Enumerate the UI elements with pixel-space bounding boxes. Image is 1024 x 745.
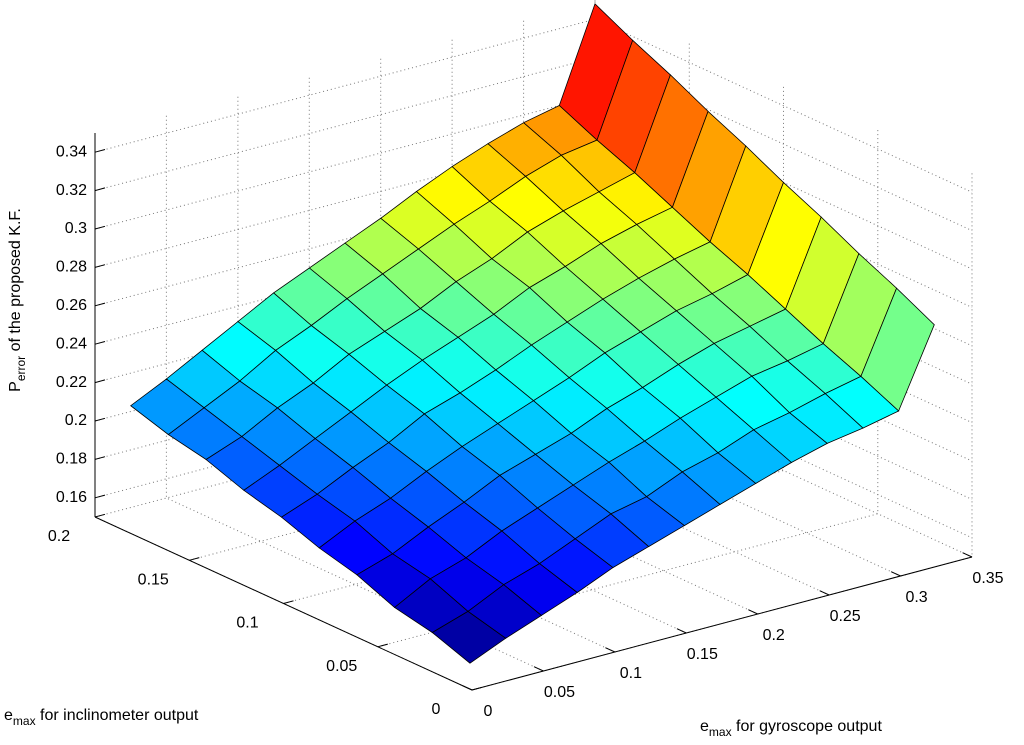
z-tick [94, 494, 106, 499]
z-tick [94, 341, 106, 345]
y-tick [283, 600, 294, 604]
x-label-rest: for gyroscope output [732, 718, 883, 735]
x-tick [819, 590, 830, 596]
y-tick-label: 0.05 [326, 658, 357, 675]
z-tick [94, 456, 106, 460]
x-tick [748, 609, 758, 615]
x-tick-label: 0.35 [972, 570, 1003, 587]
x-tick-label: 0 [484, 703, 493, 720]
x-tick [676, 628, 687, 634]
z-tick-label: 0.32 [56, 182, 87, 199]
z-label-sub: error [14, 356, 28, 381]
y-tick [189, 557, 200, 561]
z-tick-label: 0.16 [56, 489, 87, 506]
grid-line [94, 172, 973, 347]
z-tick-label: 0.22 [56, 374, 87, 391]
x-tick [533, 666, 544, 672]
z-tick [94, 302, 106, 307]
x-tick [890, 571, 901, 577]
x-tick [962, 552, 973, 558]
z-tick [94, 187, 106, 192]
x-tick [462, 685, 473, 691]
z-tick-label: 0.18 [56, 451, 87, 468]
y-label-sub: max [13, 714, 36, 728]
x-tick-label: 0.25 [830, 608, 861, 625]
y-axis-label: emax for inclinometer output [4, 707, 199, 728]
z-tick [94, 379, 106, 384]
y-tick [471, 686, 483, 691]
z-tick-label: 0.3 [65, 220, 87, 237]
grid-line [94, 18, 973, 193]
z-axis-label: Perror of the proposed K.F. [7, 208, 28, 392]
y-tick-label: 0.2 [48, 528, 70, 545]
z-tick-label: 0.26 [56, 297, 87, 314]
y-tick-label: 0.1 [236, 615, 258, 632]
y-label-rest: for inclinometer output [36, 707, 199, 724]
z-tick [94, 264, 106, 268]
surface-patch [431, 610, 507, 664]
y-tick [377, 643, 388, 648]
z-label-rest: of the proposed K.F. [7, 208, 24, 356]
z-tick-label: 0.28 [56, 259, 87, 276]
x-tick [605, 647, 616, 653]
z-label-main: P [7, 381, 24, 392]
x-axis [471, 556, 973, 691]
z-tick-label: 0.34 [56, 143, 87, 160]
x-tick-label: 0.2 [763, 627, 785, 644]
z-tick [94, 225, 106, 230]
grid-line [94, 57, 973, 232]
y-tick [94, 513, 106, 518]
y-tick-label: 0 [432, 701, 441, 718]
grid-line [94, 210, 973, 385]
y-tick-label: 0.15 [138, 571, 169, 588]
z-tick [94, 417, 106, 422]
y-label-main: e [4, 707, 13, 724]
grid-line [94, 133, 973, 308]
z-tick-label: 0.2 [65, 412, 87, 429]
z-tick [94, 149, 106, 153]
x-label-sub: max [709, 725, 732, 739]
x-tick-label: 0.05 [544, 684, 575, 701]
x-axis-label: emax for gyroscope output [700, 718, 882, 739]
z-tick-label: 0.24 [56, 335, 87, 352]
grid-line [94, 95, 973, 270]
x-tick-label: 0.15 [687, 646, 718, 663]
x-tick-label: 0.3 [905, 589, 927, 606]
x-tick-label: 0.1 [620, 665, 642, 682]
x-label-main: e [700, 718, 709, 735]
